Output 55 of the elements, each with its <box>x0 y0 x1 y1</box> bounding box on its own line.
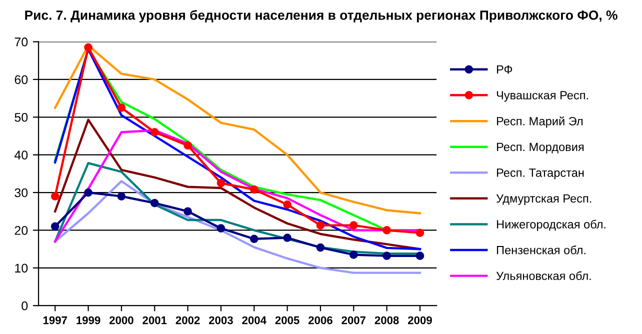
legend-label: Ульяновская обл. <box>496 271 591 280</box>
legend-label: Чувашская Респ. <box>496 91 588 102</box>
x-tick-label: 2006 <box>308 316 332 324</box>
legend-label: Респ. Мордовия <box>496 142 584 154</box>
legend-label: РФ <box>496 65 512 74</box>
legend-label: Пензенская обл. <box>496 246 586 254</box>
point <box>117 192 126 200</box>
point <box>382 252 391 260</box>
point <box>416 252 424 260</box>
y-tick-label: 20 <box>14 226 28 235</box>
legend-label: Респ. Марий Эл <box>496 116 583 128</box>
x-tick-label: 1997 <box>43 316 67 324</box>
x-tick-label: 2002 <box>176 316 200 324</box>
point <box>416 228 424 238</box>
point <box>316 221 325 230</box>
x-tick-label: 2008 <box>374 316 399 324</box>
legend-label: Респ. Татарстан <box>496 168 584 180</box>
x-tick-label: 2004 <box>242 316 266 324</box>
x-tick-label: 2009 <box>408 316 432 324</box>
point <box>349 221 358 230</box>
x-tick-label: 2007 <box>342 316 366 324</box>
point <box>283 200 292 209</box>
point <box>184 141 192 150</box>
point <box>84 188 92 197</box>
x-tick-label: 2000 <box>109 316 134 324</box>
y-tick-label: 10 <box>15 264 28 273</box>
point <box>216 224 226 233</box>
point <box>150 128 159 136</box>
point <box>84 43 92 52</box>
x-tick-label: 2005 <box>275 316 300 324</box>
point <box>117 104 126 112</box>
point <box>349 250 358 259</box>
point <box>382 226 391 234</box>
legend-label: Удмуртская Респ. <box>496 194 592 205</box>
y-tick-label: 70 <box>14 38 28 46</box>
point <box>50 192 60 200</box>
point <box>50 222 60 231</box>
y-tick-label: 40 <box>14 150 28 160</box>
y-tick-label: 0 <box>22 301 28 310</box>
chart-title: Рис. 7. Динамика уровня бедности населения в отдельных регионах Приволжского ФО, % <box>25 10 618 22</box>
y-tick-label: 30 <box>14 188 28 198</box>
line-series <box>54 180 422 274</box>
point <box>184 207 192 216</box>
point <box>150 198 159 208</box>
x-tick-label: 1999 <box>76 316 100 324</box>
point <box>216 178 226 188</box>
point <box>316 243 325 252</box>
point <box>250 234 258 244</box>
legend-label: Нижегородская обл. <box>496 220 606 231</box>
point <box>283 234 292 242</box>
point <box>250 185 258 194</box>
y-tick-label: 50 <box>14 112 28 122</box>
y-tick-label: 60 <box>14 75 28 84</box>
x-tick-label: 2001 <box>142 316 167 324</box>
x-tick-label: 2003 <box>208 316 233 324</box>
